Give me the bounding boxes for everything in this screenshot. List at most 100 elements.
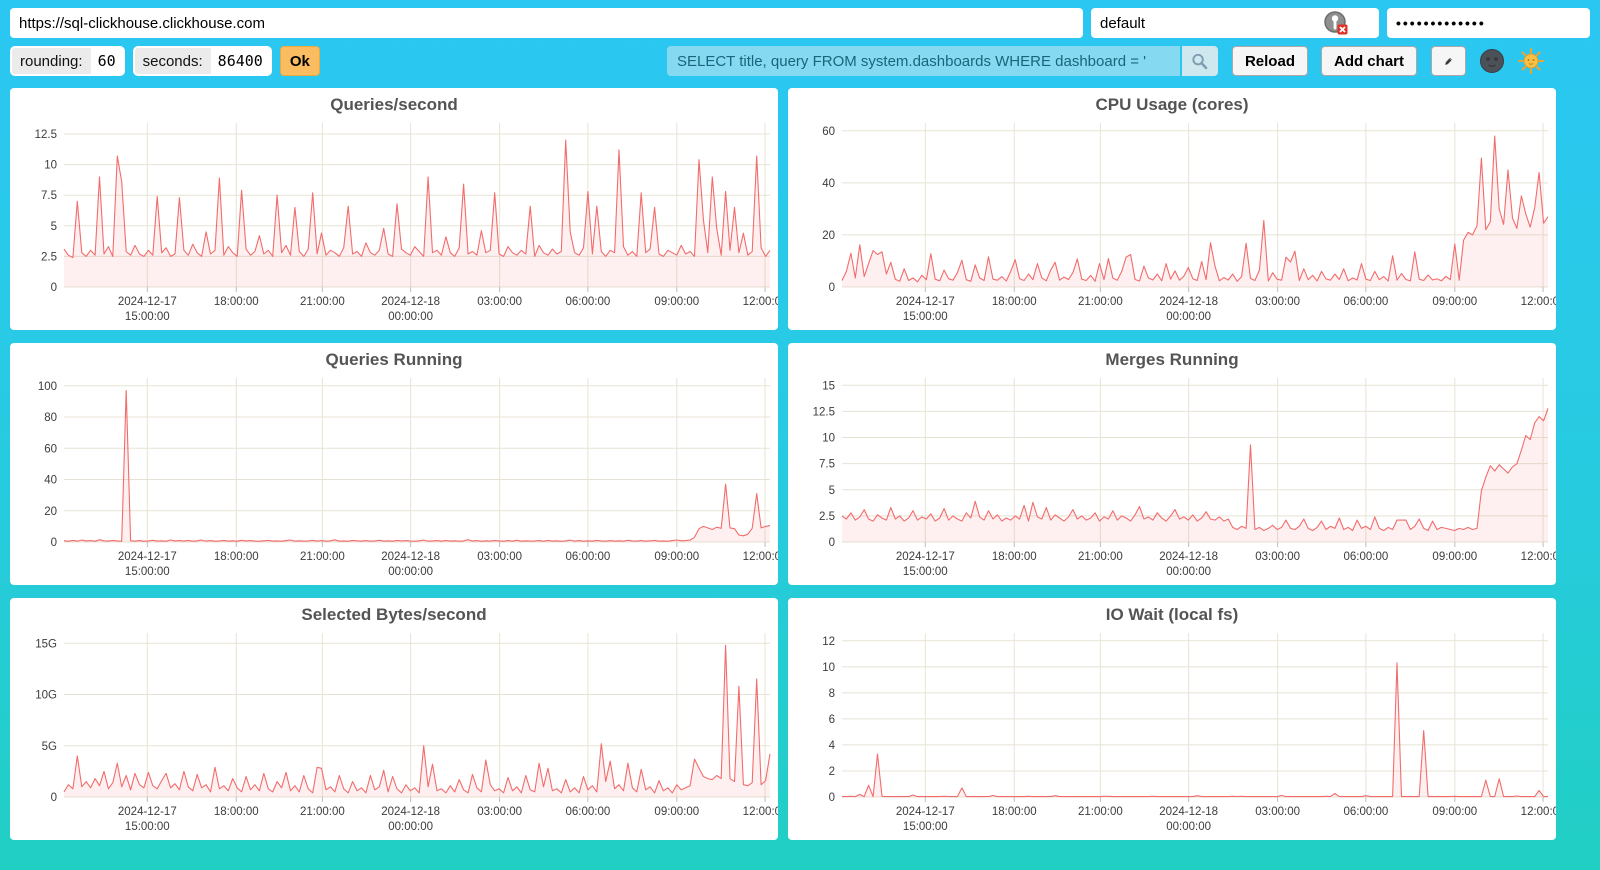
svg-text:06:00:00: 06:00:00	[1343, 296, 1388, 308]
connection-bar	[10, 8, 1590, 38]
chart-plot-queries-per-second[interactable]: 0 2.5 5 7.5 10 12.5 2024-12-17 15:00:00 18:00:00…	[10, 117, 778, 327]
seconds-label: seconds:	[134, 48, 211, 74]
svg-text:2024-12-18: 2024-12-18	[1159, 296, 1218, 308]
password-manager-user-icon[interactable]	[1323, 10, 1349, 36]
svg-text:2.5: 2.5	[41, 251, 57, 263]
svg-text:21:00:00: 21:00:00	[300, 551, 345, 563]
ok-button[interactable]: Ok	[279, 46, 320, 76]
chart-plot-io-wait[interactable]: 0 2 4 6 8 10 12 2024-12-17 15:00:00 18:00:00 21:00…	[788, 627, 1556, 837]
chart-card-io-wait: IO Wait (local fs) 0 2 4 6 8 10 12 2024-12-17 15…	[788, 598, 1556, 840]
chart-plot-selected-bytes[interactable]: 0 5G 10G 15G 2024-12-17 15:00:00 18:00:00 21:00…	[10, 627, 778, 837]
svg-text:21:00:00: 21:00:00	[1078, 806, 1123, 818]
svg-text:5: 5	[829, 485, 835, 497]
svg-text:18:00:00: 18:00:00	[214, 806, 259, 818]
dashboard-query-group	[666, 46, 1218, 76]
svg-text:00:00:00: 00:00:00	[1166, 821, 1211, 833]
svg-text:10: 10	[822, 662, 835, 674]
svg-text:0: 0	[51, 792, 57, 804]
svg-text:21:00:00: 21:00:00	[300, 296, 345, 308]
svg-text:12:00:00: 12:00:00	[1521, 806, 1556, 818]
svg-text:15:00:00: 15:00:00	[903, 566, 948, 578]
dark-theme-moon-icon[interactable]	[1479, 48, 1505, 74]
svg-text:12:00:00: 12:00:00	[1521, 551, 1556, 563]
svg-text:2024-12-17: 2024-12-17	[118, 551, 177, 563]
seconds-input[interactable]: 86400	[210, 48, 270, 74]
svg-text:09:00:00: 09:00:00	[1432, 806, 1477, 818]
svg-text:03:00:00: 03:00:00	[1255, 806, 1300, 818]
run-query-button[interactable]	[1181, 46, 1218, 76]
svg-text:18:00:00: 18:00:00	[992, 551, 1037, 563]
chart-title: Queries Running	[325, 350, 463, 369]
svg-text:00:00:00: 00:00:00	[388, 821, 433, 833]
svg-text:12:00:00: 12:00:00	[743, 806, 778, 818]
svg-text:2024-12-17: 2024-12-17	[118, 296, 177, 308]
svg-text:2.5: 2.5	[819, 511, 835, 523]
svg-text:7.5: 7.5	[819, 459, 835, 471]
svg-text:2024-12-17: 2024-12-17	[896, 296, 955, 308]
chart-title: Queries/second	[330, 95, 458, 114]
svg-text:15: 15	[822, 380, 835, 392]
svg-text:12.5: 12.5	[35, 129, 57, 141]
svg-text:2024-12-18: 2024-12-18	[381, 296, 440, 308]
chart-title: Merges Running	[1105, 350, 1239, 369]
svg-text:15:00:00: 15:00:00	[903, 311, 948, 323]
svg-text:2024-12-18: 2024-12-18	[381, 551, 440, 563]
svg-text:00:00:00: 00:00:00	[1166, 311, 1211, 323]
server-url-input[interactable]	[10, 8, 1083, 38]
dashboard-grid: Queries/second 0 2.5 5 7.5 10 12.5 2024-12-17 1…	[10, 88, 1556, 840]
svg-text:06:00:00: 06:00:00	[1343, 551, 1388, 563]
svg-text:03:00:00: 03:00:00	[477, 551, 522, 563]
dashboard-query-input[interactable]	[666, 46, 1180, 76]
svg-text:60: 60	[44, 443, 57, 455]
svg-text:12:00:00: 12:00:00	[1521, 296, 1556, 308]
svg-text:18:00:00: 18:00:00	[992, 806, 1037, 818]
svg-text:5: 5	[51, 221, 57, 233]
seconds-control: seconds: 86400	[132, 46, 272, 76]
rounding-label: rounding:	[12, 48, 91, 74]
chart-card-selected-bytes: Selected Bytes/second 0 5G 10G 15G 2024-12-1…	[10, 598, 778, 840]
svg-text:0: 0	[829, 792, 835, 804]
svg-text:03:00:00: 03:00:00	[477, 296, 522, 308]
reload-button[interactable]: Reload	[1231, 46, 1308, 76]
magnifier-icon	[1192, 53, 1208, 69]
svg-text:09:00:00: 09:00:00	[1432, 296, 1477, 308]
chart-plot-merges-running[interactable]: 0 2.5 5 7.5 10 12.5 15 2024-12-17 15:00:00 18:00:…	[788, 372, 1556, 582]
svg-text:18:00:00: 18:00:00	[214, 551, 259, 563]
svg-text:09:00:00: 09:00:00	[654, 296, 699, 308]
svg-text:20: 20	[822, 230, 835, 242]
svg-text:15:00:00: 15:00:00	[125, 311, 170, 323]
add-chart-button[interactable]: Add chart	[1320, 46, 1417, 76]
svg-text:10G: 10G	[35, 690, 57, 702]
svg-text:06:00:00: 06:00:00	[565, 551, 610, 563]
svg-text:0: 0	[51, 537, 57, 549]
svg-text:7.5: 7.5	[41, 190, 57, 202]
svg-text:06:00:00: 06:00:00	[1343, 806, 1388, 818]
chart-title: IO Wait (local fs)	[1105, 605, 1239, 624]
svg-text:0: 0	[829, 537, 835, 549]
svg-text:03:00:00: 03:00:00	[1255, 296, 1300, 308]
chart-plot-cpu-usage[interactable]: 0 20 40 60 2024-12-17 15:00:00 18:00:00 21:00:0…	[788, 117, 1556, 327]
svg-text:06:00:00: 06:00:00	[565, 296, 610, 308]
password-input[interactable]	[1387, 8, 1590, 38]
light-theme-sun-icon[interactable]	[1518, 48, 1544, 74]
svg-text:09:00:00: 09:00:00	[654, 806, 699, 818]
svg-text:00:00:00: 00:00:00	[388, 566, 433, 578]
svg-text:4: 4	[829, 740, 836, 752]
svg-text:09:00:00: 09:00:00	[654, 551, 699, 563]
chart-card-merges-running: Merges Running 0 2.5 5 7.5 10 12.5 15 2024-12-1…	[788, 343, 1556, 585]
rounding-input[interactable]: 60	[90, 48, 123, 74]
controls-bar: rounding: 60 seconds: 86400 Ok Reload Ad…	[10, 46, 1590, 76]
chart-card-queries-per-second: Queries/second 0 2.5 5 7.5 10 12.5 2024-12-17 1…	[10, 88, 778, 330]
svg-text:2024-12-17: 2024-12-17	[896, 806, 955, 818]
svg-text:60: 60	[822, 126, 835, 138]
svg-text:09:00:00: 09:00:00	[1432, 551, 1477, 563]
chart-title: Selected Bytes/second	[301, 605, 487, 624]
svg-text:12: 12	[822, 636, 835, 648]
chart-plot-queries-running[interactable]: 0 20 40 60 80 100 2024-12-17 15:00:00 18:00:00 21…	[10, 372, 778, 582]
svg-text:15:00:00: 15:00:00	[903, 821, 948, 833]
svg-text:10: 10	[44, 160, 57, 172]
svg-text:00:00:00: 00:00:00	[1166, 566, 1211, 578]
svg-text:80: 80	[44, 412, 57, 424]
edit-button[interactable]	[1431, 46, 1466, 76]
svg-text:2024-12-17: 2024-12-17	[896, 551, 955, 563]
